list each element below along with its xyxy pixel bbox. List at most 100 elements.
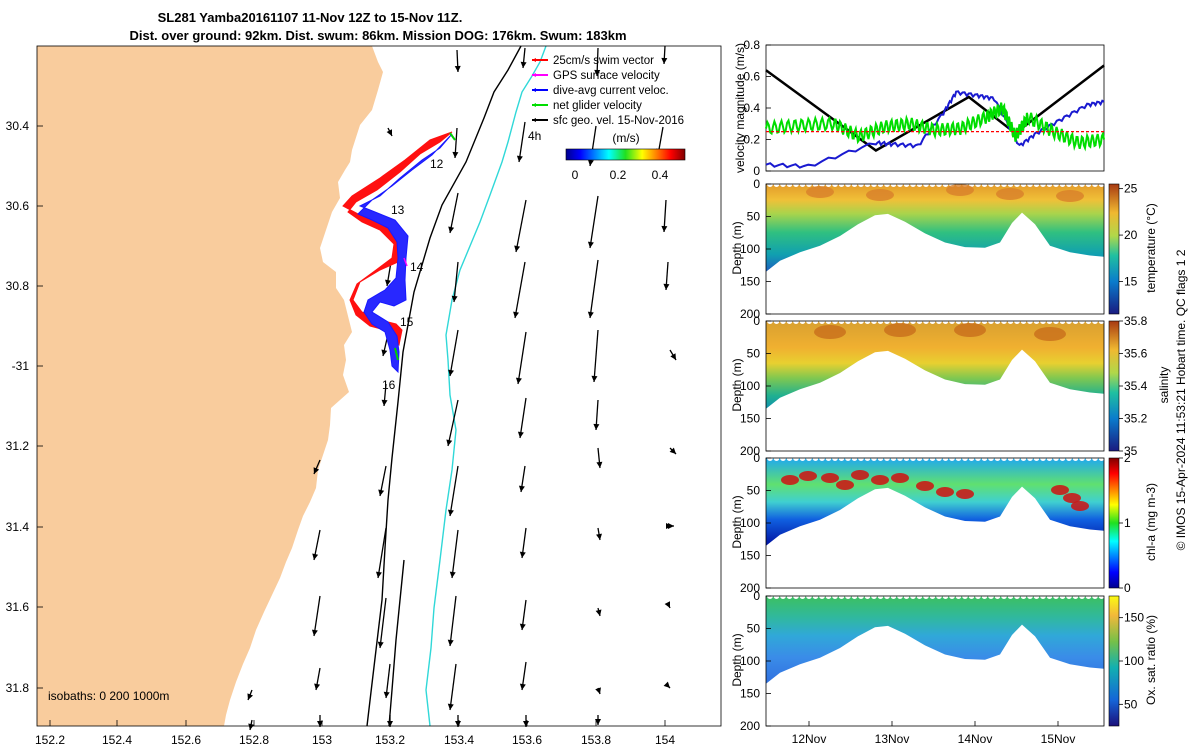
- velocity-yticks: 0 0.2 0.4 0.6 0.8: [743, 38, 771, 178]
- velocity-arrow: [591, 329, 599, 383]
- warm-patch: [806, 186, 834, 198]
- velocity-tick-label: 0.8: [743, 38, 760, 52]
- colorbar-tick-2: 0.4: [652, 168, 669, 182]
- depth-tick-label: 0: [753, 177, 760, 191]
- colorbar-tick-label: 35: [1124, 444, 1138, 458]
- velocity-arrow: [515, 331, 527, 385]
- velocity-arrow: [519, 599, 527, 631]
- lon-tick-label: 152.8: [239, 733, 269, 747]
- lat-tick-label: 31.8: [6, 681, 30, 695]
- warm-patch: [866, 189, 894, 201]
- colorbar-tick-label: 2: [1124, 451, 1131, 465]
- warm-patch: [996, 188, 1024, 200]
- depth-ylabel: Depth (m): [730, 633, 744, 686]
- velocity-arrow: [313, 459, 321, 475]
- velocity-arrow: [317, 715, 323, 727]
- colorbar-tick-label: 50: [1124, 697, 1138, 711]
- velocity-arrow: [378, 465, 387, 497]
- velocity-arrow: [448, 329, 459, 377]
- velocity-arrow: [596, 447, 603, 469]
- section-field: [766, 596, 1104, 684]
- lat-tick-label: 31.2: [6, 439, 30, 453]
- legend-arrowhead: [532, 58, 536, 62]
- velocity-tick-label: 0.4: [743, 101, 760, 115]
- velocity-panel: 0 0.2 0.4 0.6 0.8 velocity magnitude (m/s): [733, 38, 1105, 178]
- depth-tick-label: 100: [740, 516, 760, 530]
- colorbar-label: (m/s): [612, 131, 639, 145]
- lat-tick-label: 31.6: [6, 600, 30, 614]
- legend-label: dive-avg current veloc.: [553, 85, 669, 97]
- velocity-arrow: [375, 527, 387, 579]
- velocity-arrow: [446, 399, 459, 447]
- velocity-arrow: [386, 127, 393, 137]
- day-label-16: 16: [382, 378, 396, 392]
- velocity-arrow: [663, 261, 670, 291]
- velocity-arrow: [664, 601, 671, 609]
- velocity-tick-label: 0.2: [743, 133, 760, 147]
- colorbar-gradient: [565, 148, 686, 161]
- velocity-arrow: [661, 199, 668, 233]
- legend-item: 25cm/s swim vector: [532, 55, 654, 67]
- velocity-arrow: [513, 261, 526, 319]
- isobaths-label: isobaths: 0 200 1000m: [48, 689, 169, 703]
- chl-maximum-blob: [821, 473, 839, 483]
- depth-tick-label: 200: [740, 719, 760, 733]
- colorbar-label: chl-a (mg m-3): [1144, 483, 1158, 561]
- chl-maximum-blob: [851, 470, 869, 480]
- velocity-arrow: [312, 529, 321, 561]
- velocity-arrow: [595, 715, 601, 725]
- day-label-15: 15: [400, 315, 414, 329]
- depth-ylabel: Depth (m): [730, 358, 744, 411]
- velocity-arrow: [377, 597, 387, 649]
- current-velocity-band: [357, 133, 453, 374]
- isobath-200m-line-inner: [388, 559, 405, 727]
- legend-item: dive-avg current veloc.: [532, 85, 669, 97]
- velocity-arrow: [447, 663, 457, 711]
- velocity-arrow: [447, 465, 459, 517]
- speed-colorbar: (m/s) 0 0.2 0.4: [565, 131, 686, 182]
- warm-patch: [946, 184, 974, 196]
- legend-label: GPS surface velocity: [553, 70, 660, 82]
- depth-tick-label: 0: [753, 451, 760, 465]
- section-panel: 0 50 100 150 200 Depth (m) 35.8 35.6 35.4 35.2 35 s…: [730, 314, 1171, 458]
- day-label-13: 13: [391, 203, 405, 217]
- chl-maximum-blob: [891, 473, 909, 483]
- depth-tick-label: 100: [740, 654, 760, 668]
- chl-maximum-blob: [1051, 485, 1069, 495]
- velocity-arrow: [385, 261, 392, 287]
- lon-tick-label: 153.6: [512, 733, 542, 747]
- legend-arrowhead: [532, 88, 536, 92]
- colorbar-tick-label: 35.2: [1124, 412, 1148, 426]
- depth-ylabel: Depth (m): [730, 221, 744, 274]
- lon-tick-label: 153.4: [444, 733, 474, 747]
- velocity-arrow: [314, 667, 321, 691]
- day-label-14: 14: [410, 260, 424, 274]
- chl-maximum-blob: [799, 471, 817, 481]
- velocity-arrow: [517, 397, 527, 439]
- date-tick-label: 14Nov: [958, 732, 993, 746]
- velocity-arrow: [596, 527, 602, 541]
- velocity-arrow: [451, 261, 459, 303]
- velocity-arrow: [449, 529, 459, 579]
- lon-tick-label: 154: [655, 733, 675, 747]
- title-line-1: SL281 Yamba20161107 11-Nov 12Z to 15-Nov…: [158, 10, 463, 25]
- depth-tick-label: 150: [740, 687, 760, 701]
- velocity-arrow: [516, 121, 526, 163]
- lon-tick-label: 152.2: [35, 733, 65, 747]
- depth-tick-label: 50: [747, 484, 761, 498]
- lon-tick-label: 153.2: [375, 733, 405, 747]
- legend-arrowhead: [532, 103, 536, 107]
- velocity-tick-label: 0.6: [743, 70, 760, 84]
- velocity-arrow: [520, 47, 527, 69]
- velocity-arrow: [452, 127, 459, 159]
- velocity-arrow: [587, 195, 599, 249]
- legend-label: 25cm/s swim vector: [553, 55, 654, 67]
- lon-tick-label: 152.4: [102, 733, 132, 747]
- isobath-1000m-line: [425, 45, 547, 727]
- chl-maximum-blob: [871, 475, 889, 485]
- velocity-arrow: [663, 681, 671, 689]
- velocity-arrow: [311, 595, 321, 637]
- depth-tick-label: 150: [740, 412, 760, 426]
- velocity-arrow: [595, 687, 601, 695]
